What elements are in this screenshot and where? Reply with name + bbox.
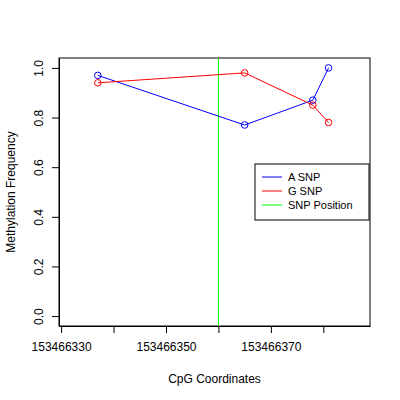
x-tick-label: 153466330 — [32, 340, 92, 354]
y-tick-label: 0.6 — [32, 159, 46, 176]
point — [325, 119, 332, 126]
y-tick-mark — [52, 167, 59, 168]
y-tick: 0.6 — [32, 159, 59, 176]
point — [241, 122, 248, 129]
y-tick: 0.8 — [32, 109, 59, 126]
x-tick: 153466350 — [136, 326, 196, 354]
legend-label: A SNP — [288, 171, 320, 183]
y-tick-label: 0.8 — [32, 109, 46, 126]
y-tick: 0.0 — [32, 308, 59, 325]
legend-label: G SNP — [288, 185, 322, 197]
x-tick-label: 153466370 — [241, 340, 301, 354]
x-tick-mark — [166, 326, 167, 333]
legend-swatch — [262, 205, 282, 206]
snp-line — [218, 58, 219, 326]
x-axis: 153466330 153466350 153466370 — [32, 326, 371, 354]
x-tick-mark — [114, 326, 115, 333]
series-line — [98, 68, 329, 125]
x-tick-mark — [218, 326, 219, 333]
x-axis-title: CpG Coordinates — [168, 372, 261, 386]
point — [310, 102, 317, 109]
legend-box — [255, 164, 369, 220]
y-tick-mark — [52, 316, 59, 317]
x-tick — [323, 326, 324, 333]
plot-area — [95, 58, 332, 326]
y-tick-label: 0.2 — [32, 258, 46, 275]
point — [95, 80, 102, 87]
point — [241, 70, 248, 77]
y-tick-mark — [52, 217, 59, 218]
y-tick-mark — [52, 68, 59, 69]
point — [95, 72, 102, 79]
y-tick: 0.4 — [32, 209, 59, 226]
legend-swatch — [262, 177, 282, 178]
point — [325, 65, 332, 72]
plot-frame — [59, 58, 370, 326]
x-tick: 153466370 — [241, 326, 301, 354]
legend-label: SNP Position — [288, 199, 353, 211]
y-tick-label: 0.4 — [32, 209, 46, 226]
legend: A SNP G SNP SNP Position — [255, 164, 369, 220]
x-tick: 153466330 — [32, 326, 92, 354]
x-tick — [218, 326, 219, 333]
y-tick-mark — [52, 118, 59, 119]
x-tick — [114, 326, 115, 333]
x-tick-mark — [61, 326, 62, 333]
y-tick-mark — [52, 266, 59, 267]
chart: 1534663301534663501534663700.00.20.40.60… — [0, 0, 400, 400]
x-tick-label: 153466350 — [136, 340, 196, 354]
x-tick-mark — [323, 326, 324, 333]
y-axis: 0.0 0.2 0.4 0.6 0.8 1.0 — [32, 59, 60, 327]
legend-swatch — [262, 191, 282, 192]
x-tick-mark — [271, 326, 272, 333]
y-axis-title: Methylation Frequency — [4, 131, 18, 252]
y-tick: 0.2 — [32, 258, 59, 275]
y-tick: 1.0 — [32, 60, 59, 77]
y-tick-label: 0.0 — [32, 308, 46, 325]
series-line — [98, 73, 329, 123]
y-axis-line — [59, 59, 60, 327]
y-tick-label: 1.0 — [32, 60, 46, 77]
